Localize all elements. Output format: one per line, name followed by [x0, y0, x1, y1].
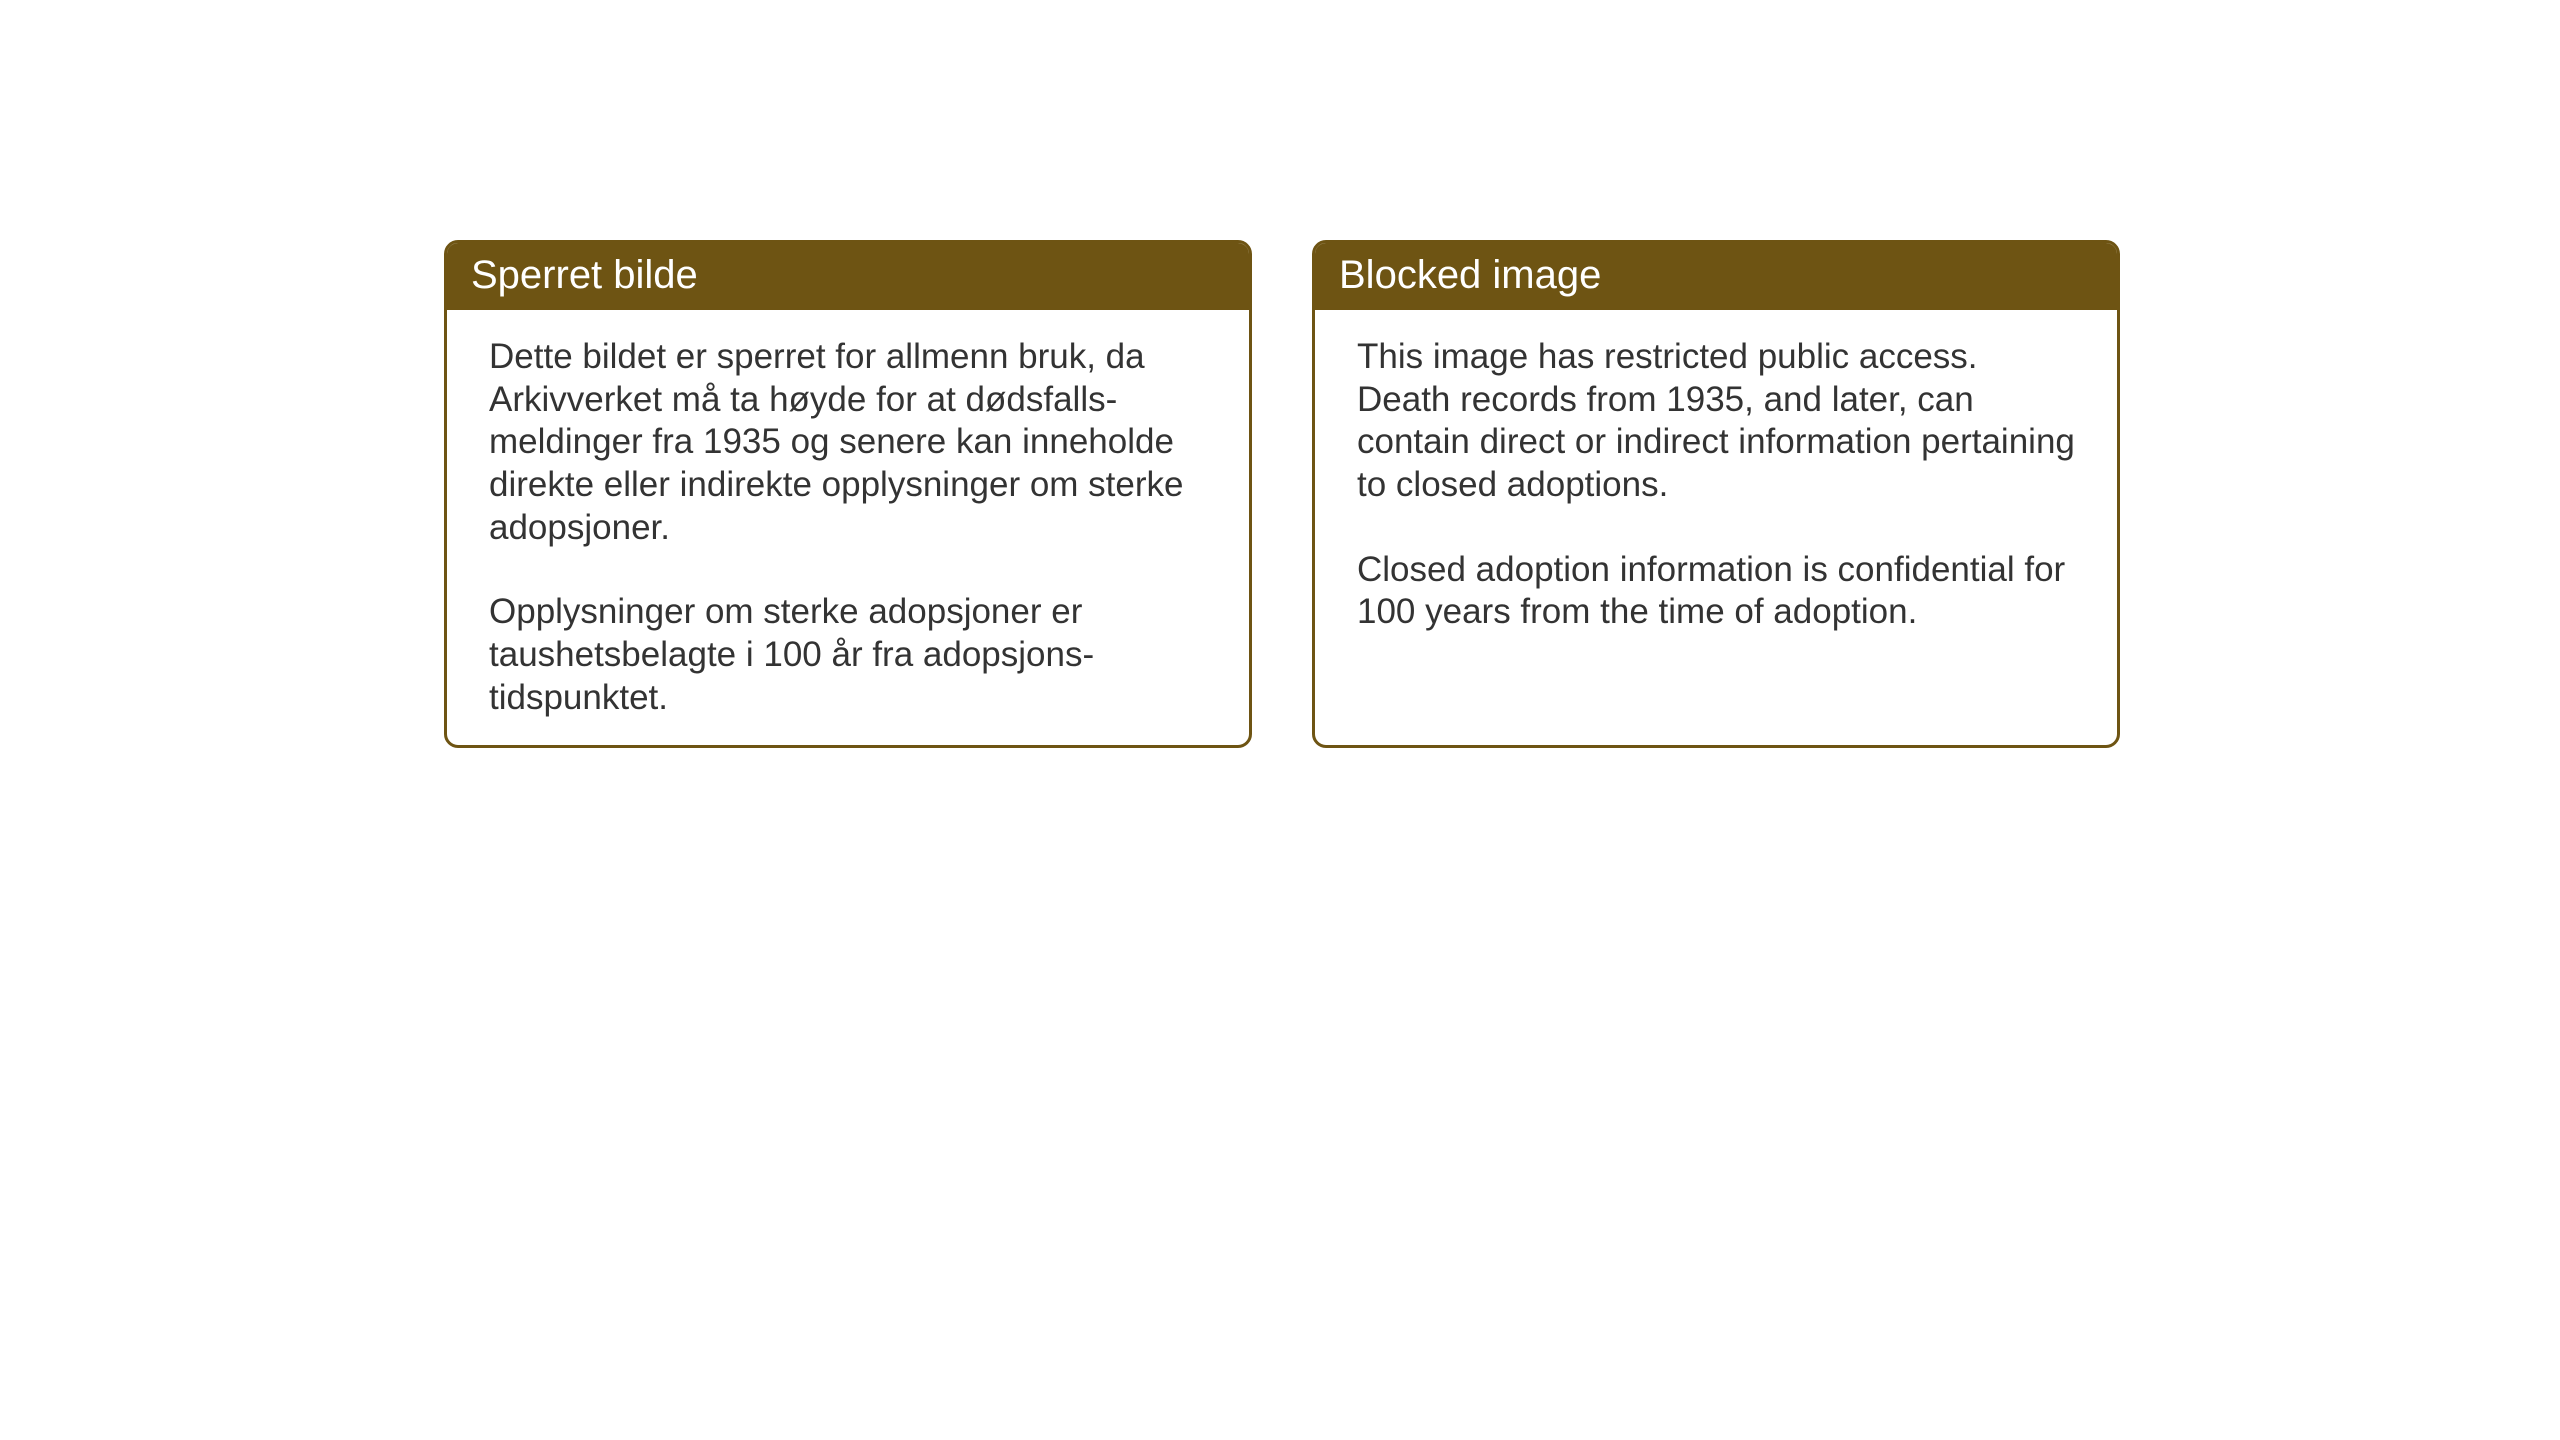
- notice-title-english: Blocked image: [1339, 253, 1601, 297]
- notice-paragraph-1-norwegian: Dette bildet er sperret for allmenn bruk…: [489, 336, 1207, 549]
- notice-card-norwegian: Sperret bilde Dette bildet er sperret fo…: [444, 240, 1252, 748]
- notice-title-norwegian: Sperret bilde: [471, 253, 698, 297]
- notice-paragraph-2-norwegian: Opplysninger om sterke adopsjoner er tau…: [489, 591, 1207, 719]
- notice-container: Sperret bilde Dette bildet er sperret fo…: [444, 240, 2120, 748]
- notice-header-norwegian: Sperret bilde: [447, 243, 1249, 310]
- notice-header-english: Blocked image: [1315, 243, 2117, 310]
- notice-card-english: Blocked image This image has restricted …: [1312, 240, 2120, 748]
- notice-body-norwegian: Dette bildet er sperret for allmenn bruk…: [447, 310, 1249, 748]
- notice-paragraph-2-english: Closed adoption information is confident…: [1357, 549, 2075, 634]
- notice-paragraph-1-english: This image has restricted public access.…: [1357, 336, 2075, 507]
- notice-body-english: This image has restricted public access.…: [1315, 310, 2117, 674]
